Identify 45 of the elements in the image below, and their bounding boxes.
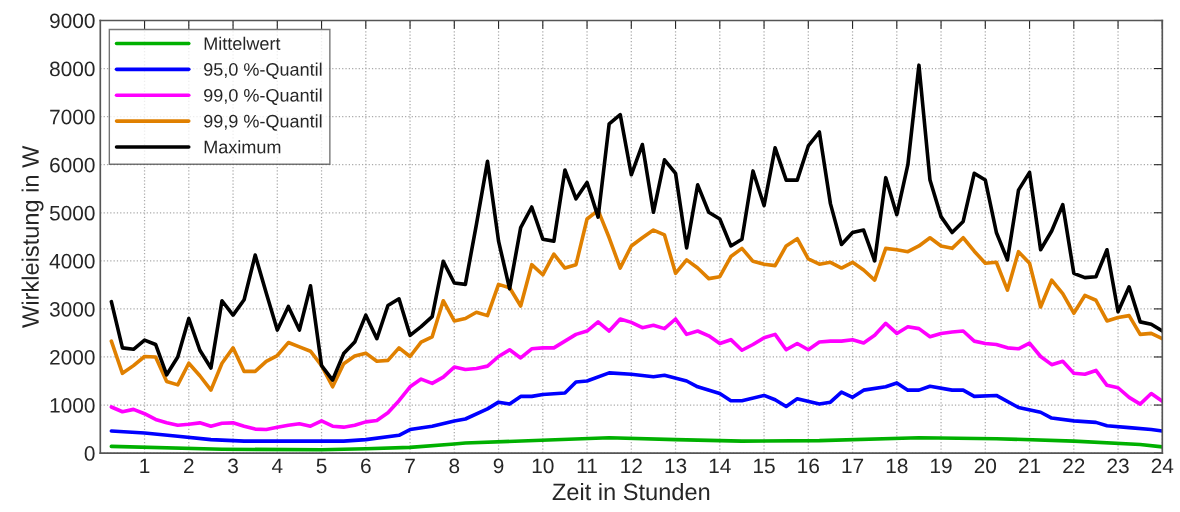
y-tick-label: 9000 <box>50 13 95 29</box>
y-axis-title: Wirkleistung in W <box>21 145 44 328</box>
x-tick-label: 15 <box>754 458 775 474</box>
x-tick-label: 7 <box>405 458 415 474</box>
x-tick-label: 17 <box>842 458 864 474</box>
y-tick-label: 7000 <box>50 109 95 125</box>
x-tick-label: 10 <box>532 458 554 474</box>
x-tick-label: 23 <box>1107 458 1129 474</box>
x-tick-label: 11 <box>577 458 597 474</box>
x-tick-label: 5 <box>316 458 327 474</box>
y-tick-label: 8000 <box>50 61 95 77</box>
y-tick-label: 6000 <box>50 157 95 173</box>
x-tick-label: 21 <box>1019 458 1041 474</box>
x-tick-label: 2 <box>184 458 194 474</box>
legend-label: 99,9 %-Quantil <box>204 114 322 131</box>
x-tick-label: 6 <box>361 458 371 474</box>
legend-label: 99,0 %-Quantil <box>204 88 322 105</box>
x-tick-label: 1 <box>140 458 150 474</box>
x-tick-label: 3 <box>228 458 238 474</box>
x-tick-label: 24 <box>1151 458 1174 474</box>
legend-label: Maximum <box>204 140 281 154</box>
x-tick-label: 20 <box>974 458 997 474</box>
y-tick-label: 0 <box>84 446 95 461</box>
line-series <box>109 371 1163 443</box>
x-tick-label: 14 <box>709 458 731 474</box>
legend-label: 95,0 %-Quantil <box>204 62 322 80</box>
x-axis-title: Zeit in Stunden <box>552 482 710 501</box>
y-tick-label: 1000 <box>50 398 95 413</box>
x-tick-label: 18 <box>886 458 908 474</box>
legend-label: Mittelwert <box>204 36 281 50</box>
y-tick-label: 3000 <box>49 301 95 317</box>
y-tick-label: 5000 <box>49 205 95 221</box>
x-tick-label: 12 <box>621 458 642 474</box>
line-series <box>109 435 1163 452</box>
x-tick-label: 19 <box>931 458 952 474</box>
x-tick-label: 8 <box>449 458 460 474</box>
x-tick-label: 22 <box>1063 458 1085 474</box>
y-tick-label: 4000 <box>49 253 95 269</box>
x-tick-label: 4 <box>271 458 283 474</box>
x-tick-label: 9 <box>493 458 504 474</box>
y-tick-label: 2000 <box>50 349 95 365</box>
x-tick-label: 13 <box>665 458 687 474</box>
x-tick-label: 16 <box>798 458 819 474</box>
line-series <box>109 63 1163 382</box>
line-series <box>109 317 1163 432</box>
